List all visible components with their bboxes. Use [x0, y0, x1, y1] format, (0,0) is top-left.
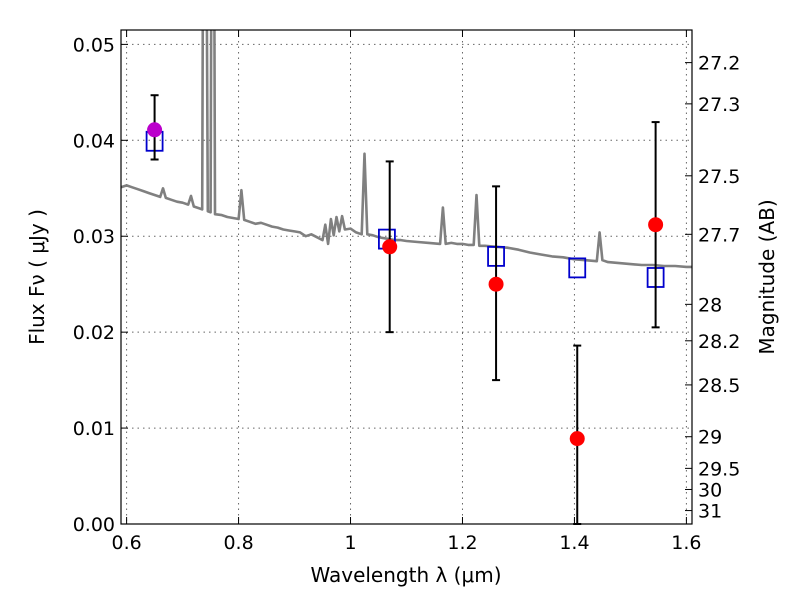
y-tick-label: 0.00 [73, 514, 115, 536]
y-axis-label: Flux Fν ( μJy ) [25, 209, 49, 345]
y-tick-label: 0.04 [73, 130, 115, 152]
x-tick-label: 1.4 [559, 532, 589, 554]
y2-tick-label: 28.5 [698, 375, 740, 397]
y2-tick-label: 28.2 [698, 331, 740, 353]
y2-tick-label: 30 [698, 479, 722, 501]
y2-tick-label: 27.5 [698, 166, 740, 188]
y2-tick-label: 29.5 [698, 458, 740, 480]
y2-tick-label: 27.2 [698, 53, 740, 75]
observed-flux-point [382, 239, 398, 255]
y2-tick-label: 29 [698, 427, 722, 449]
markers [145, 94, 665, 525]
observed-flux-point [569, 431, 585, 447]
y2-tick-label: 27.7 [698, 224, 740, 246]
sed-model-line [121, 30, 692, 269]
y2-tick-label: 27.3 [698, 94, 740, 116]
y-tick-label: 0.02 [73, 322, 115, 344]
model-photometry-square [568, 257, 587, 279]
x-tick-label: 1.6 [671, 532, 701, 554]
y-tick-label: 0.05 [73, 34, 115, 56]
observed-flux-point [488, 276, 504, 292]
y-tick-label: 0.01 [73, 418, 115, 440]
y2-tick-label: 28 [698, 294, 722, 316]
ticks: 0.6 0.8 1 1.2 1.4 1.6 0.00 0.01 0.02 0.03 0.04 0.05… [73, 30, 740, 554]
x-tick-label: 0.6 [111, 532, 141, 554]
observed-flux-point [147, 122, 163, 138]
y2-axis-label: Magnitude (AB) [755, 199, 779, 354]
plot-frame [120, 29, 693, 525]
y-tick-label: 0.03 [73, 226, 115, 248]
x-axis-label: Wavelength λ (μm) [310, 563, 501, 587]
observed-flux-point [648, 217, 664, 233]
y2-tick-label: 31 [698, 501, 722, 523]
x-tick-label: 1 [344, 532, 356, 554]
x-tick-label: 0.8 [223, 532, 253, 554]
x-tick-label: 1.2 [447, 532, 477, 554]
series-layer [121, 30, 692, 269]
